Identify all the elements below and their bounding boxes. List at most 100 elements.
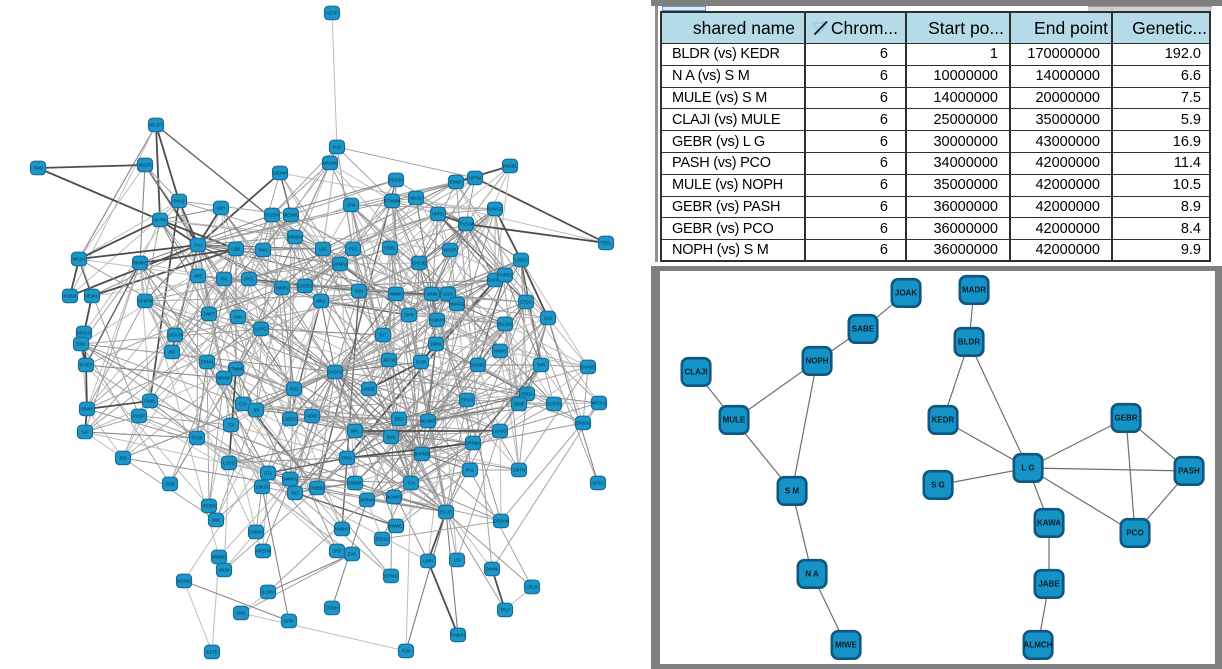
svg-text:NDAD: NDAD xyxy=(410,196,422,201)
svg-text:PDJ: PDJ xyxy=(349,247,357,252)
svg-text:MLNKE: MLNKE xyxy=(421,419,436,424)
svg-text:MECR: MECR xyxy=(139,163,151,168)
svg-text:MULE: MULE xyxy=(723,416,746,425)
svg-text:LKG: LKG xyxy=(544,316,552,321)
svg-text:MCWSS: MCWSS xyxy=(386,495,402,500)
svg-text:MIWE: MIWE xyxy=(835,641,857,650)
svg-text:BMW: BMW xyxy=(431,342,441,347)
svg-text:WCM: WCM xyxy=(219,568,230,573)
svg-text:FPJEF: FPJEF xyxy=(80,363,93,368)
svg-text:TDI: TDI xyxy=(228,423,235,428)
svg-text:KOKN: KOKN xyxy=(64,294,76,299)
svg-text:DTDH: DTDH xyxy=(326,606,338,611)
svg-text:ORLB: ORLB xyxy=(526,585,538,590)
svg-text:JWPT: JWPT xyxy=(203,312,215,317)
svg-text:JEME: JEME xyxy=(513,402,524,407)
svg-text:WSWF: WSWF xyxy=(217,376,231,381)
svg-text:BTWWM: BTWWM xyxy=(384,199,401,204)
svg-text:AGTE: AGTE xyxy=(326,11,338,16)
svg-text:SFSAO: SFSAO xyxy=(77,331,92,336)
svg-text:JPCL: JPCL xyxy=(244,277,255,282)
svg-text:NOPH: NOPH xyxy=(805,357,828,366)
svg-text:JDF: JDF xyxy=(168,350,176,355)
svg-text:GPKFM: GPKFM xyxy=(138,299,153,304)
svg-text:PWU: PWU xyxy=(342,456,352,461)
svg-text:UJAJG: UJAJG xyxy=(493,429,506,434)
svg-text:KSTE: KSTE xyxy=(207,650,218,655)
svg-text:MCSH: MCSH xyxy=(73,257,85,262)
svg-text:ILOPK: ILOPK xyxy=(262,590,275,595)
svg-text:OAAKD: OAAKD xyxy=(581,365,596,370)
svg-text:TREL: TREL xyxy=(601,241,612,246)
svg-text:RNSBL: RNSBL xyxy=(503,164,518,169)
svg-text:PCO: PCO xyxy=(1126,529,1143,538)
svg-text:LRRI: LRRI xyxy=(423,559,433,564)
svg-text:L G: L G xyxy=(1021,464,1034,473)
svg-text:NMAGG: NMAGG xyxy=(449,302,465,307)
svg-text:UGO: UGO xyxy=(443,292,453,297)
svg-text:ICLW: ICLW xyxy=(416,360,426,365)
svg-text:JBO: JBO xyxy=(119,456,128,461)
svg-text:TFLF: TFLF xyxy=(500,608,510,613)
svg-text:UPTM: UPTM xyxy=(469,176,481,181)
svg-text:OUBL: OUBL xyxy=(144,399,156,404)
svg-text:ERMN: ERMN xyxy=(201,360,213,365)
svg-text:S G: S G xyxy=(931,481,945,490)
svg-text:RABAH: RABAH xyxy=(451,633,465,638)
svg-text:EAF: EAF xyxy=(348,552,357,557)
svg-text:JBI: JBI xyxy=(253,408,259,413)
svg-text:GESKM: GESKM xyxy=(493,519,509,524)
svg-text:TCA: TCA xyxy=(407,481,416,486)
svg-text:RFMFE: RFMFE xyxy=(133,261,148,266)
svg-text:TMS: TMS xyxy=(34,166,43,171)
svg-text:WNMO: WNMO xyxy=(212,555,226,560)
svg-text:NHBHC: NHBHC xyxy=(335,527,350,532)
svg-text:CAJ: CAJ xyxy=(194,243,202,248)
svg-text:DLLOU: DLLOU xyxy=(498,322,512,327)
svg-text:GEBR: GEBR xyxy=(1114,414,1137,423)
svg-text:KUMUM: KUMUM xyxy=(429,318,445,323)
svg-text:KJJ: KJJ xyxy=(292,491,299,496)
svg-text:FNI: FNI xyxy=(221,277,228,282)
svg-text:EHEKH: EHEKH xyxy=(249,530,263,535)
svg-text:GOJCN: GOJCN xyxy=(168,333,183,338)
svg-text:CDDK: CDDK xyxy=(521,392,533,397)
svg-text:IRDEN: IRDEN xyxy=(202,504,215,509)
svg-text:RAL: RAL xyxy=(466,468,475,473)
svg-text:EKD: EKD xyxy=(77,342,86,347)
svg-text:N A: N A xyxy=(805,570,819,579)
svg-text:OKCJB: OKCJB xyxy=(412,261,426,266)
svg-text:CDEL: CDEL xyxy=(384,246,396,251)
svg-text:PNOP: PNOP xyxy=(133,414,145,419)
svg-text:CTA: CTA xyxy=(239,402,247,407)
svg-text:EMTN: EMTN xyxy=(513,468,525,473)
svg-text:S M: S M xyxy=(785,487,800,496)
svg-text:ENUOG: ENUOG xyxy=(575,421,590,426)
svg-text:BLDR: BLDR xyxy=(958,338,980,347)
svg-text:NFTM: NFTM xyxy=(154,218,166,223)
svg-text:WEMKL: WEMKL xyxy=(283,213,299,218)
svg-text:UKMAJ: UKMAJ xyxy=(333,262,347,267)
svg-text:PEWJH: PEWJH xyxy=(389,178,404,183)
svg-text:JFD: JFD xyxy=(333,549,341,554)
svg-text:FNO: FNO xyxy=(259,248,269,253)
svg-text:EICJC: EICJC xyxy=(440,510,452,515)
svg-text:LIDE: LIDE xyxy=(231,247,241,252)
svg-text:MADR: MADR xyxy=(962,286,986,295)
svg-text:JABE: JABE xyxy=(1038,580,1060,589)
svg-text:DOUU: DOUU xyxy=(376,537,388,542)
svg-text:ANGE: ANGE xyxy=(363,387,375,392)
svg-text:PKBBD: PKBBD xyxy=(310,486,324,491)
svg-text:LSBOS: LSBOS xyxy=(283,417,297,422)
svg-text:LPDO: LPDO xyxy=(515,258,527,263)
svg-text:DIPR: DIPR xyxy=(404,313,414,318)
svg-text:UJH: UJH xyxy=(217,206,225,211)
svg-text:CCIEM: CCIEM xyxy=(265,213,279,218)
svg-text:LEI: LEI xyxy=(454,558,460,563)
svg-text:DAKWD: DAKWD xyxy=(487,278,503,283)
svg-text:HNWC: HNWC xyxy=(493,349,506,354)
svg-text:URGMJ: URGMJ xyxy=(466,441,481,446)
svg-text:NDW: NDW xyxy=(307,414,317,419)
svg-text:TPSR: TPSR xyxy=(191,436,202,441)
svg-text:CLAJI: CLAJI xyxy=(684,368,707,377)
